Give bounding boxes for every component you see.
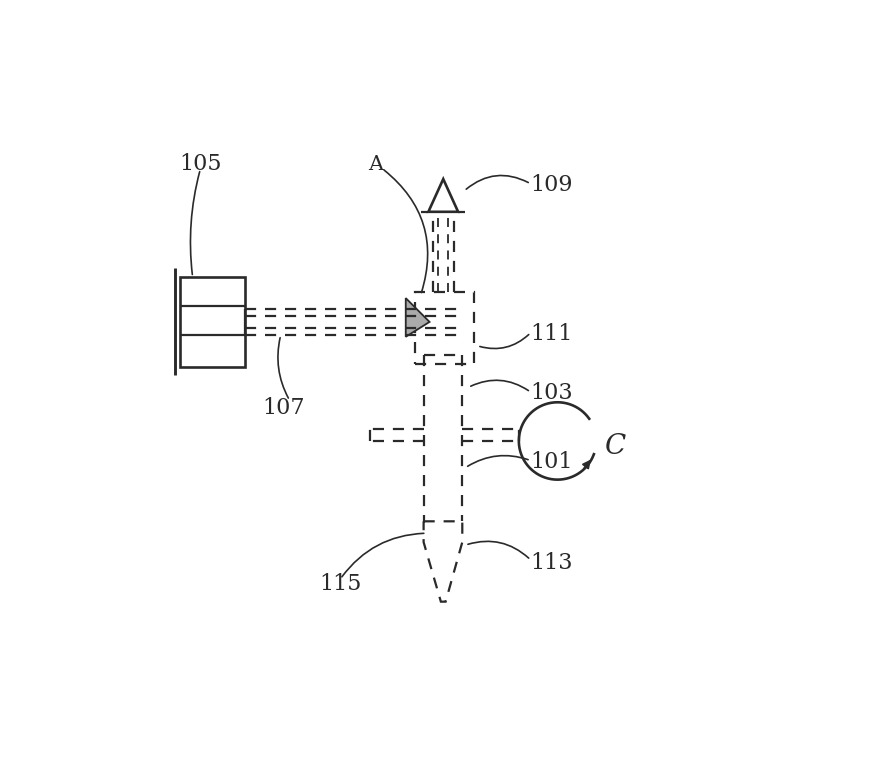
Text: 115: 115 — [320, 573, 361, 594]
Bar — [415, 292, 474, 363]
Text: 103: 103 — [531, 383, 574, 404]
Text: A: A — [368, 155, 383, 174]
Text: 107: 107 — [263, 397, 305, 419]
Text: 109: 109 — [531, 174, 574, 196]
Bar — [180, 278, 245, 366]
Text: 105: 105 — [180, 153, 222, 175]
Text: 113: 113 — [531, 552, 574, 574]
Text: C: C — [605, 434, 627, 461]
Text: 101: 101 — [531, 451, 574, 473]
Text: 111: 111 — [531, 323, 573, 345]
Polygon shape — [406, 298, 430, 337]
